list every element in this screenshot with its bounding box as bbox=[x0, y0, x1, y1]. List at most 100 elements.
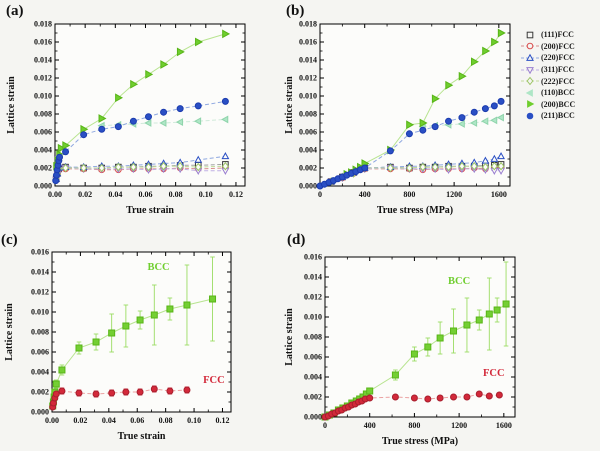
svg-text:0.006: 0.006 bbox=[34, 128, 52, 137]
legend-square-icon bbox=[526, 31, 534, 39]
svg-text:1600: 1600 bbox=[491, 190, 507, 199]
legend-label: (110)BCC bbox=[541, 88, 575, 98]
chart-svg-d: 0 400 800 1200 1600 0.000 0.002 0.004 0.006 0.008… bbox=[284, 253, 516, 447]
svg-text:0.04: 0.04 bbox=[102, 416, 116, 425]
legend-item-(200)BCC: (200)BCC bbox=[521, 99, 600, 111]
svg-text:0.010: 0.010 bbox=[31, 308, 49, 317]
svg-text:0.006: 0.006 bbox=[31, 348, 49, 357]
legend-triangle-up-icon bbox=[521, 53, 539, 61]
axes: 0.00 0.02 0.04 0.06 0.08 0.10 0.12 0.000 0.002 0.… bbox=[6, 20, 245, 216]
svg-text:Lattice strain: Lattice strain bbox=[284, 308, 295, 366]
legend-triangle-left-icon bbox=[525, 88, 533, 97]
legend-item-(222)FCC: (222)FCC bbox=[521, 75, 600, 87]
svg-text:0.002: 0.002 bbox=[34, 164, 52, 173]
svg-text:True stress (MPa): True stress (MPa) bbox=[377, 205, 453, 216]
svg-text:0.014: 0.014 bbox=[31, 268, 49, 277]
svg-text:0: 0 bbox=[318, 190, 322, 199]
legend-label: (211)BCC bbox=[541, 111, 575, 121]
svg-text:0.12: 0.12 bbox=[215, 416, 229, 425]
axes: 0.00 0.02 0.04 0.06 0.08 0.10 0.12 0.000 0.002 0.… bbox=[4, 248, 231, 442]
svg-text:0.006: 0.006 bbox=[304, 353, 322, 362]
svg-text:0.010: 0.010 bbox=[299, 92, 317, 101]
legend-label: (220)FCC bbox=[541, 53, 575, 63]
svg-text:0.10: 0.10 bbox=[187, 416, 201, 425]
axes: 0 400 800 1200 1600 0.000 0.002 0.004 0.006 0.008… bbox=[284, 20, 510, 216]
svg-text:0.006: 0.006 bbox=[299, 128, 317, 137]
svg-text:0.02: 0.02 bbox=[78, 190, 92, 199]
svg-text:0.002: 0.002 bbox=[31, 388, 49, 397]
svg-text:0.12: 0.12 bbox=[229, 190, 243, 199]
series-FCC bbox=[49, 385, 191, 411]
legend-triangle-down-icon bbox=[521, 66, 539, 74]
svg-text:0.008: 0.008 bbox=[34, 110, 52, 119]
chart-d-bcc-fcc-vs-true-stress: 0 400 800 1200 1600 0.000 0.002 0.004 0.006 0.008… bbox=[283, 226, 540, 451]
svg-text:0.018: 0.018 bbox=[299, 20, 317, 29]
svg-text:1200: 1200 bbox=[446, 190, 462, 199]
svg-text:0.016: 0.016 bbox=[304, 253, 322, 262]
legend-diamond-icon bbox=[521, 76, 539, 86]
svg-text:Lattice strain: Lattice strain bbox=[284, 76, 295, 134]
svg-text:0.010: 0.010 bbox=[34, 92, 52, 101]
svg-text:0.08: 0.08 bbox=[159, 416, 173, 425]
svg-text:0.012: 0.012 bbox=[31, 288, 49, 297]
svg-text:1200: 1200 bbox=[451, 421, 467, 430]
svg-text:0.002: 0.002 bbox=[304, 393, 322, 402]
legend-label: (222)FCC bbox=[541, 76, 575, 86]
legend-item-(200)FCC: (200)FCC bbox=[521, 41, 600, 53]
svg-text:0.00: 0.00 bbox=[45, 416, 59, 425]
svg-text:0.000: 0.000 bbox=[34, 182, 52, 191]
svg-text:0.012: 0.012 bbox=[299, 74, 317, 83]
svg-text:True stress (MPa): True stress (MPa) bbox=[382, 436, 458, 447]
svg-text:0.010: 0.010 bbox=[304, 313, 322, 322]
svg-text:0.008: 0.008 bbox=[299, 110, 317, 119]
series-(211)BCC bbox=[316, 97, 505, 190]
svg-text:Lattice strain: Lattice strain bbox=[4, 303, 15, 361]
legend-item-(111)FCC: (111)FCC bbox=[521, 29, 600, 41]
svg-text:0.008: 0.008 bbox=[304, 333, 322, 342]
chart-svg-b: 0 400 800 1200 1600 0.000 0.002 0.004 0.006 0.008… bbox=[284, 20, 511, 216]
svg-text:Lattice strain: Lattice strain bbox=[6, 76, 17, 134]
svg-text:0.10: 0.10 bbox=[199, 190, 213, 199]
svg-text:BCC: BCC bbox=[448, 276, 470, 287]
panel-label-a: (a) bbox=[6, 3, 24, 19]
svg-text:0.012: 0.012 bbox=[304, 293, 322, 302]
series-(211)BCC bbox=[52, 97, 229, 185]
svg-text:0.016: 0.016 bbox=[31, 248, 49, 257]
svg-text:0.012: 0.012 bbox=[34, 74, 52, 83]
legend-circle-icon bbox=[521, 43, 539, 50]
svg-text:0.000: 0.000 bbox=[304, 413, 322, 422]
legend-label: (200)FCC bbox=[541, 41, 575, 51]
svg-text:True strain: True strain bbox=[118, 431, 166, 442]
chart-b-lattice-strain-vs-true-stress: 0 400 800 1200 1600 0.000 0.002 0.004 0.006 0.008… bbox=[283, 0, 533, 231]
svg-text:True strain: True strain bbox=[126, 205, 174, 216]
svg-text:0.02: 0.02 bbox=[73, 416, 87, 425]
svg-text:FCC: FCC bbox=[203, 375, 225, 386]
svg-text:0.014: 0.014 bbox=[299, 56, 317, 65]
svg-text:0.000: 0.000 bbox=[31, 408, 49, 417]
svg-text:0.06: 0.06 bbox=[138, 190, 152, 199]
panel-label-d: (d) bbox=[287, 232, 306, 248]
svg-text:0.04: 0.04 bbox=[108, 190, 122, 199]
panel-label-b: (b) bbox=[286, 3, 305, 19]
legend-item-(220)FCC: (220)FCC bbox=[521, 52, 600, 64]
legend-label: (200)BCC bbox=[541, 99, 576, 109]
svg-text:400: 400 bbox=[364, 421, 376, 430]
svg-text:FCC: FCC bbox=[483, 368, 505, 379]
svg-text:0.008: 0.008 bbox=[31, 328, 49, 337]
svg-text:400: 400 bbox=[359, 190, 371, 199]
axes: 0 400 800 1200 1600 0.000 0.002 0.004 0.006 0.008… bbox=[284, 253, 515, 447]
legend-item-(110)BCC: (110)BCC bbox=[521, 87, 600, 99]
svg-text:0.004: 0.004 bbox=[34, 146, 52, 155]
chart-svg-c: 0.00 0.02 0.04 0.06 0.08 0.10 0.12 0.000 0.002 0.… bbox=[4, 248, 232, 442]
legend-circle-icon bbox=[526, 112, 534, 120]
legend-item-(311)FCC: (311)FCC bbox=[521, 64, 600, 76]
svg-text:0.018: 0.018 bbox=[34, 20, 52, 29]
panel-label-c: (c) bbox=[1, 232, 18, 248]
svg-text:0.000: 0.000 bbox=[299, 182, 317, 191]
svg-text:0.002: 0.002 bbox=[299, 164, 317, 173]
svg-text:0.004: 0.004 bbox=[304, 373, 322, 382]
svg-text:800: 800 bbox=[408, 421, 420, 430]
legend-item-(211)BCC: (211)BCC bbox=[521, 110, 600, 122]
chart-c-bcc-fcc-vs-true-strain: 0.00 0.02 0.04 0.06 0.08 0.10 0.12 0.000 0.002 0.… bbox=[0, 226, 283, 451]
